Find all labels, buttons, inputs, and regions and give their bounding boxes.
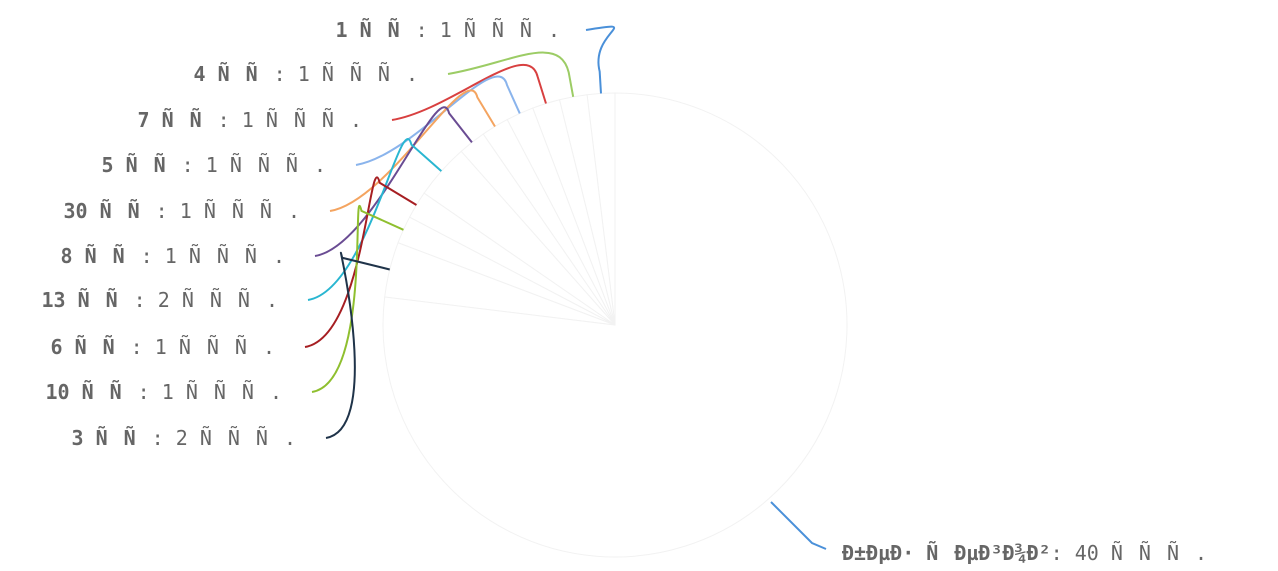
slice-label: 8 ÑÑ: 1 ÑÑÑ. — [61, 244, 286, 268]
slice-label: 30 ÑÑ: 1 ÑÑÑ. — [63, 199, 300, 223]
slice-label-value: : 1 ÑÑÑ. — [141, 244, 285, 268]
slice-label: 10 ÑÑ: 1 ÑÑÑ. — [45, 380, 282, 404]
slice-label-value: : 1 ÑÑÑ. — [218, 108, 362, 132]
leader-line — [307, 138, 443, 301]
slice-label-value: : 1 ÑÑÑ. — [156, 199, 300, 223]
slice-label-name: 6 ÑÑ — [51, 335, 131, 359]
leader-line — [329, 89, 496, 212]
leader-line — [355, 75, 521, 166]
slice-label-name: 8 ÑÑ — [61, 244, 141, 268]
slice-label-name: 3 ÑÑ — [72, 426, 152, 450]
slice-labels-layer: 1 ÑÑ: 1 ÑÑÑ.4 ÑÑ: 1 ÑÑÑ.7 ÑÑ… — [41, 18, 1207, 565]
leader-line — [311, 205, 404, 393]
slice-label-name: 10 ÑÑ — [45, 380, 137, 404]
leader-lines-layer — [304, 25, 827, 550]
slice-label-value: : 2 ÑÑÑ. — [152, 426, 296, 450]
slice-label: 5 ÑÑ: 1 ÑÑÑ. — [102, 153, 327, 177]
slice-label-name: 13 ÑÑ — [41, 288, 133, 312]
slice-label-value: : 1 ÑÑÑ. — [131, 335, 275, 359]
slice-label-name: 7 ÑÑ — [138, 108, 218, 132]
slice-label: 1 ÑÑ: 1 ÑÑÑ. — [336, 18, 561, 42]
slice-label: 3 ÑÑ: 2 ÑÑÑ. — [72, 426, 297, 450]
slice-label-value: : 2 ÑÑÑ. — [134, 288, 278, 312]
slice-label: 6 ÑÑ: 1 ÑÑÑ. — [51, 335, 276, 359]
leader-line — [585, 25, 615, 94]
slice-label: 7 ÑÑ: 1 ÑÑÑ. — [138, 108, 363, 132]
pie-slice[interactable] — [382, 92, 848, 558]
leader-line — [391, 63, 547, 121]
leader-line — [447, 51, 575, 97]
leader-line — [304, 176, 417, 348]
leader-line — [325, 252, 390, 439]
slice-label-name: 5 ÑÑ — [102, 153, 182, 177]
leader-line — [314, 106, 473, 257]
slice-label-value: : 1 ÑÑÑ. — [416, 18, 560, 42]
slice-label-value: : 1 ÑÑÑ. — [138, 380, 282, 404]
slice-label-name: 4 ÑÑ — [194, 62, 274, 86]
slice-label: 13 ÑÑ: 2 ÑÑÑ. — [41, 288, 278, 312]
slice-label-name: 1 ÑÑ — [336, 18, 416, 42]
slices-layer — [382, 92, 848, 558]
slice-label-value: : 1 ÑÑÑ. — [182, 153, 326, 177]
slice-label-value: : 1 ÑÑÑ. — [274, 62, 418, 86]
slice-label-name: 30 ÑÑ — [63, 199, 155, 223]
slice-label: 4 ÑÑ: 1 ÑÑÑ. — [194, 62, 419, 86]
leader-line — [770, 501, 827, 550]
slice-label: Ð±ÐµÐ· ÑÐµÐ³Ð¾Ð²: 40 ÑÑÑ. — [842, 541, 1207, 565]
slice-label-value: : 40 ÑÑÑ. — [1051, 541, 1207, 565]
slice-label-name: Ð±ÐµÐ· ÑÐµÐ³Ð¾Ð² — [842, 541, 1051, 565]
